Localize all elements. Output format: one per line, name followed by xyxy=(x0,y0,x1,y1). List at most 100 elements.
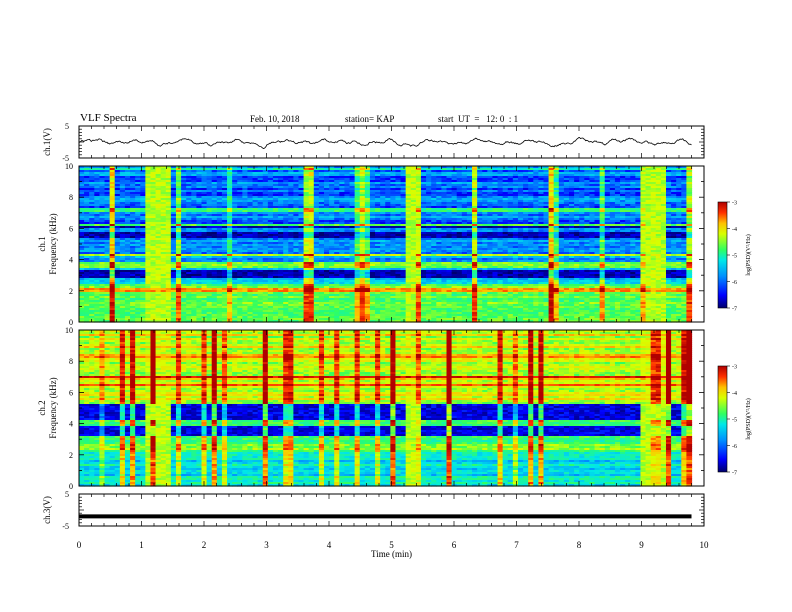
spectrogram-cell xyxy=(155,168,162,171)
spectrogram-cell xyxy=(293,180,300,183)
spectrogram-cell xyxy=(252,170,259,173)
spectrogram-cell xyxy=(640,178,647,181)
spectrogram-cell xyxy=(420,178,427,181)
spectrogram-cell xyxy=(313,180,320,183)
spectrogram-cell xyxy=(630,172,636,175)
spectrogram-cell xyxy=(242,166,249,169)
spectrogram-cell xyxy=(390,176,397,179)
spectrogram-cell xyxy=(645,180,652,183)
spectrogram-cell xyxy=(436,174,442,177)
spectrogram-cell xyxy=(517,170,524,173)
spectrogram-cell xyxy=(359,166,366,169)
spectrogram-cell xyxy=(472,170,478,173)
spectrogram-cell xyxy=(625,178,631,181)
spectrogram-cell xyxy=(155,178,162,181)
spectrogram-cell xyxy=(181,168,187,171)
spectrogram-cell xyxy=(426,170,432,173)
spectrogram-cell xyxy=(262,180,269,183)
spectrogram-cell xyxy=(130,178,136,181)
spectrogram-cell xyxy=(461,166,468,169)
spectrogram-cell xyxy=(344,180,351,183)
spectrogram-cell xyxy=(614,168,621,171)
spectrogram-cell xyxy=(354,182,361,185)
spectrogram-cell xyxy=(431,168,437,171)
spectrogram-cell xyxy=(227,182,233,185)
spectrogram-cell xyxy=(84,166,90,169)
spectrogram-cell xyxy=(502,170,509,173)
spectrogram-cell xyxy=(99,176,106,179)
spectrogram-cell xyxy=(517,168,524,171)
spectrogram-cell xyxy=(170,172,177,175)
spectrogram-cell xyxy=(288,184,294,187)
spectrogram-cell xyxy=(364,168,371,171)
spectrogram-cell xyxy=(227,176,233,179)
spectrogram-cell xyxy=(589,168,596,171)
spectrogram-cell xyxy=(630,174,636,177)
spectrogram-cell xyxy=(104,184,111,187)
spectrogram-cell xyxy=(369,174,376,177)
spectrogram-cell xyxy=(660,176,667,179)
spectrogram-cell xyxy=(104,178,111,181)
spectrogram-cell xyxy=(589,180,596,183)
spectrogram-cell xyxy=(283,182,289,185)
spectrogram-cell xyxy=(324,174,330,177)
spectrogram-cell xyxy=(395,174,402,177)
spectrogram-cell xyxy=(155,174,162,177)
spectrogram-cell xyxy=(79,166,85,169)
spectrogram-cell xyxy=(625,182,631,185)
spectrogram-cell xyxy=(359,168,366,171)
spectrogram-cell xyxy=(114,172,121,175)
spectrogram-cell xyxy=(175,180,182,183)
spectrogram-cell xyxy=(186,178,192,181)
spectrogram-cell xyxy=(640,182,647,185)
spectrogram-cell xyxy=(640,166,647,169)
spectrogram-cell xyxy=(599,166,606,169)
spectrogram-cell xyxy=(262,184,269,187)
spectrogram-cell xyxy=(334,166,340,169)
spectrogram-cell xyxy=(579,174,585,177)
spectrogram-cell xyxy=(492,170,499,173)
spectrogram-cell xyxy=(574,176,580,179)
spectrogram-cell xyxy=(569,174,575,177)
spectrogram-cell xyxy=(211,174,218,177)
spectrogram-cell xyxy=(221,170,228,173)
spectrogram-cell xyxy=(211,176,218,179)
spectrogram-cell xyxy=(232,184,238,187)
spectrogram-cell xyxy=(364,166,371,169)
spectrogram-cell xyxy=(375,166,381,169)
spectrogram-cell xyxy=(150,178,157,181)
spectrogram-cell xyxy=(507,168,514,171)
spectrogram-cell xyxy=(569,168,575,171)
spectrogram-cell xyxy=(563,178,570,181)
spectrogram-cell xyxy=(553,176,560,179)
spectrogram-cell xyxy=(599,178,606,181)
spectrogram-cell xyxy=(380,176,386,179)
spectrogram-cell xyxy=(252,184,259,187)
spectrogram-cell xyxy=(278,172,284,175)
spectrogram-cell xyxy=(262,168,269,171)
spectrogram-cell xyxy=(466,170,473,173)
spectrogram-cell xyxy=(114,168,121,171)
spectrogram-cell xyxy=(415,174,422,177)
spectrogram-cell xyxy=(104,174,111,177)
spectrogram-cell xyxy=(400,166,407,169)
spectrogram-cell xyxy=(584,182,591,185)
spectrogram-cell xyxy=(410,166,417,169)
spectrogram-cell xyxy=(124,184,131,187)
spectrogram-cell xyxy=(569,172,575,175)
spectrogram-cell xyxy=(635,166,642,169)
spectrogram-cell xyxy=(543,170,550,173)
spectrogram-cell xyxy=(431,180,437,183)
spectrogram-cell xyxy=(313,178,320,181)
spectrogram-cell xyxy=(492,174,499,177)
spectrogram-cell xyxy=(89,184,95,187)
spectrogram-cell xyxy=(104,170,111,173)
spectrogram-cell xyxy=(655,172,662,175)
spectrogram-cell xyxy=(466,172,473,175)
spectrogram-cell xyxy=(579,170,585,173)
spectrogram-cell xyxy=(497,182,504,185)
spectrogram-cell xyxy=(594,168,601,171)
spectrogram-cell xyxy=(380,166,386,169)
spectrogram-cell xyxy=(594,178,601,181)
spectrogram-cell xyxy=(517,182,524,185)
